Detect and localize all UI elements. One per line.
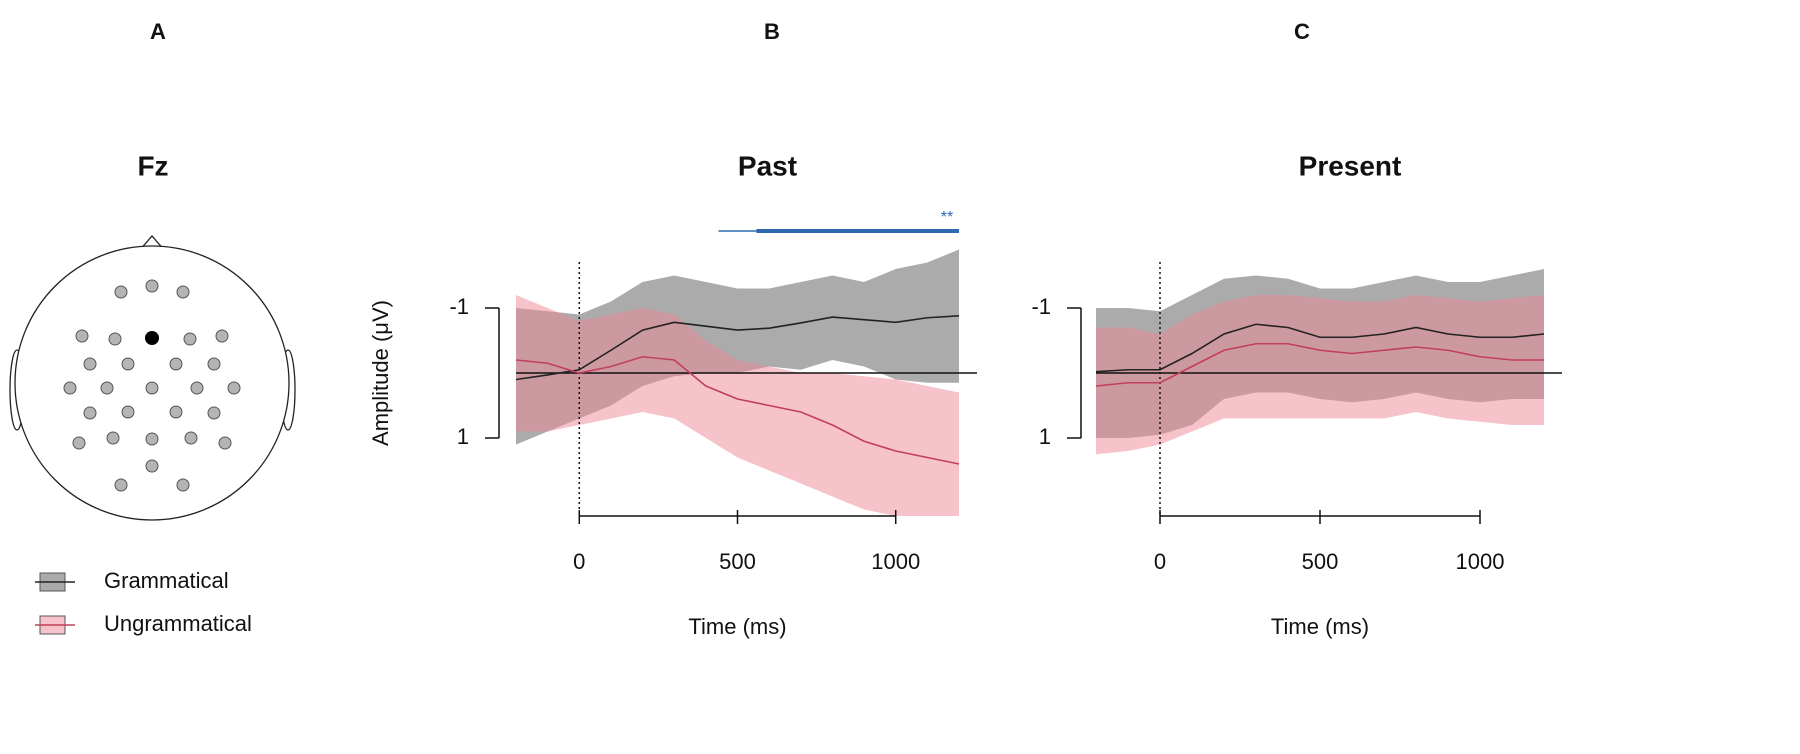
electrode <box>145 279 159 293</box>
electrode <box>190 381 204 395</box>
electrode <box>184 431 198 445</box>
head-title: Fz <box>137 150 168 181</box>
electrode-fz <box>145 331 159 345</box>
confidence-band <box>516 295 959 516</box>
series-line <box>515 355 960 465</box>
x-tick-label: 1000 <box>1456 549 1505 574</box>
chart-title: Present <box>1299 150 1402 181</box>
y-tick-label: -1 <box>1031 294 1051 319</box>
significance-label: ** <box>941 209 953 226</box>
panel-label: B <box>764 19 780 44</box>
x-axis-label: Time (ms) <box>688 614 786 639</box>
legend-label: Grammatical <box>104 568 229 593</box>
x-tick-label: 0 <box>573 549 585 574</box>
electrode <box>207 406 221 420</box>
electrode <box>100 381 114 395</box>
electrode <box>176 478 190 492</box>
electrode <box>145 381 159 395</box>
electrode <box>169 405 183 419</box>
electrode <box>83 406 97 420</box>
electrode <box>121 357 135 371</box>
electrode <box>176 285 190 299</box>
electrode <box>72 436 86 450</box>
chart-title: Past <box>738 150 797 181</box>
y-tick-label: 1 <box>1039 424 1051 449</box>
x-tick-label: 500 <box>719 549 756 574</box>
electrode <box>114 478 128 492</box>
x-tick-label: 500 <box>1302 549 1339 574</box>
x-axis-label: Time (ms) <box>1271 614 1369 639</box>
panel-label: A <box>150 19 166 44</box>
electrode <box>75 329 89 343</box>
series-line <box>1095 323 1545 373</box>
electrode <box>227 381 241 395</box>
electrode <box>183 332 197 346</box>
series-line <box>515 315 960 381</box>
electrode <box>63 381 77 395</box>
electrode <box>169 357 183 371</box>
x-tick-label: 0 <box>1154 549 1166 574</box>
legend-label: Ungrammatical <box>104 611 252 636</box>
confidence-band <box>1096 295 1544 455</box>
panel-label: C <box>1294 19 1310 44</box>
y-tick-label: -1 <box>449 294 469 319</box>
head-map <box>9 235 296 521</box>
electrode <box>145 459 159 473</box>
electrodes <box>63 279 241 492</box>
y-axis-label: Amplitude (μV) <box>368 300 393 446</box>
electrode <box>106 431 120 445</box>
electrode <box>114 285 128 299</box>
y-tick-label: 1 <box>457 424 469 449</box>
electrode <box>121 405 135 419</box>
series-line <box>1095 342 1544 387</box>
electrode <box>108 332 122 346</box>
electrode <box>145 432 159 446</box>
electrode <box>218 436 232 450</box>
electrode <box>215 329 229 343</box>
electrode <box>83 357 97 371</box>
electrode <box>207 357 221 371</box>
x-tick-label: 1000 <box>871 549 920 574</box>
